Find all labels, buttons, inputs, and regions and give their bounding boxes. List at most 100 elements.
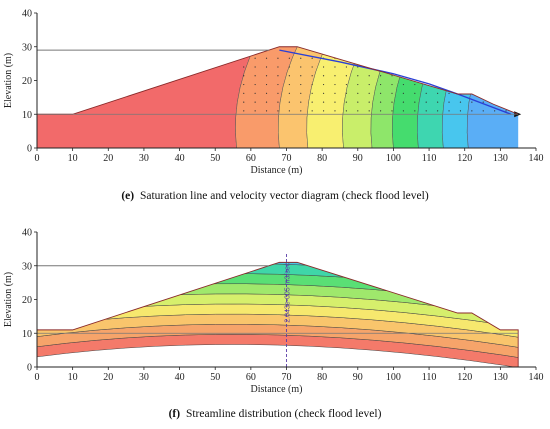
velocity-vector [265, 92, 268, 94]
velocity-vector [254, 83, 256, 86]
velocity-vector [505, 110, 507, 112]
velocity-vector [494, 66, 496, 68]
velocity-vector [265, 66, 268, 68]
velocity-vector [459, 101, 462, 103]
velocity-vector [277, 75, 279, 77]
velocity-vector [482, 57, 484, 59]
velocity-vector [505, 57, 507, 59]
x-tick-label: 30 [139, 372, 149, 383]
velocity-vector [243, 92, 245, 94]
velocity-vector [357, 57, 359, 59]
velocity-vector [288, 57, 290, 59]
x-tick-label: 120 [457, 153, 472, 164]
dam-outline [37, 261, 519, 368]
panel-e-saturation-diagram: 0 10 20 30 40 50 60 70 80 90 100 110 120 130 140 0 10 20 3… [3, 9, 544, 203]
velocity-vector [459, 66, 462, 68]
velocity-vector [471, 110, 473, 112]
velocity-vector [459, 75, 462, 77]
velocity-vector [265, 75, 268, 77]
velocity-vector [368, 83, 370, 86]
velocity-vector [379, 57, 382, 59]
velocity-vector [311, 57, 313, 59]
velocity-vector [300, 57, 302, 59]
velocity-vector [437, 66, 439, 68]
velocity-vector [334, 83, 336, 86]
y-tick-label: 10 [22, 329, 32, 340]
velocity-vector [265, 83, 268, 86]
velocity-vector [311, 66, 313, 68]
x-tick-label: 130 [493, 372, 508, 383]
x-tick-label: 0 [35, 372, 40, 383]
panel-f-caption-text: Streamline distribution (check flood lev… [186, 408, 382, 420]
velocity-vector [254, 110, 256, 112]
panel-e-axes: 0 10 20 30 40 50 60 70 80 90 100 110 120 130 140 0 10 20 3… [22, 9, 544, 165]
x-tick-label: 80 [317, 153, 327, 164]
velocity-vector [459, 83, 462, 86]
velocity-vector [482, 110, 484, 112]
velocity-vector [379, 92, 382, 94]
velocity-vector [265, 57, 268, 59]
velocity-vector [288, 75, 290, 77]
velocity-vector [414, 101, 416, 103]
panel-f-lines [37, 252, 519, 368]
velocity-vector [448, 66, 450, 68]
velocity-vector [482, 75, 484, 77]
velocity-vector [254, 66, 256, 68]
velocity-vector [402, 66, 405, 68]
velocity-vector [322, 75, 325, 77]
velocity-vector [243, 75, 245, 77]
velocity-vector [437, 57, 439, 59]
panel-e-contour-fill [37, 46, 519, 148]
y-tick-label: 30 [22, 261, 32, 272]
velocity-vector [277, 101, 279, 103]
panel-f-caption: (f) Streamline distribution (check flood… [169, 408, 382, 420]
velocity-vector [322, 83, 325, 86]
velocity-vector [357, 66, 359, 68]
x-tick-label: 60 [246, 372, 256, 383]
x-tick-label: 40 [175, 372, 185, 383]
velocity-vector [368, 110, 370, 112]
velocity-vector [437, 92, 439, 94]
velocity-vector [300, 110, 302, 112]
x-tick-label: 100 [386, 153, 401, 164]
velocity-vector [334, 110, 336, 112]
velocity-vector [448, 101, 450, 103]
velocity-vector [425, 75, 427, 77]
velocity-vector [345, 57, 347, 59]
velocity-vector [448, 110, 450, 112]
velocity-vector [391, 66, 393, 68]
velocity-vector [254, 75, 256, 77]
velocity-vector [391, 110, 393, 112]
y-tick-label: 30 [22, 42, 32, 53]
velocity-vector [494, 92, 496, 94]
velocity-vector [357, 75, 359, 77]
dam-outline [37, 46, 519, 115]
x-tick-label: 80 [317, 372, 327, 383]
velocity-vector [379, 75, 382, 77]
x-tick-label: 0 [35, 153, 40, 164]
velocity-vector [277, 66, 279, 68]
velocity-vector [334, 92, 336, 94]
velocity-vector [288, 83, 290, 86]
velocity-vector [425, 57, 427, 59]
velocity-vector [437, 83, 439, 86]
panel-e-x-axis-label: Distance (m) [251, 165, 303, 176]
velocity-vector [368, 101, 370, 103]
velocity-vector [345, 83, 347, 86]
velocity-vector [265, 110, 268, 112]
velocity-vector [391, 83, 393, 86]
velocity-vector [357, 101, 359, 103]
velocity-vector [391, 92, 393, 94]
y-tick-label: 0 [27, 144, 32, 155]
x-tick-label: 60 [246, 153, 256, 164]
x-tick-label: 90 [353, 153, 363, 164]
x-tick-label: 20 [103, 153, 113, 164]
velocity-vector [471, 75, 473, 77]
x-tick-label: 50 [210, 153, 220, 164]
velocity-vector [448, 75, 450, 77]
velocity-vector [494, 83, 496, 86]
velocity-vector [243, 83, 245, 86]
x-tick-label: 50 [210, 372, 220, 383]
y-tick-label: 40 [22, 9, 32, 20]
